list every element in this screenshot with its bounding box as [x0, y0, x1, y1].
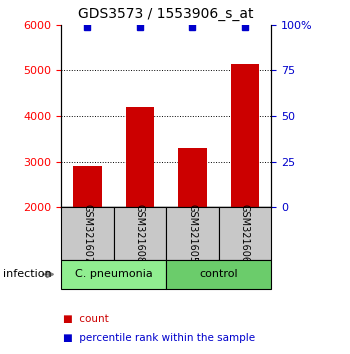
Bar [166, 207, 219, 260]
Bar [178, 148, 207, 207]
Text: GSM321607: GSM321607 [83, 204, 92, 263]
Bar [231, 63, 259, 207]
Text: GSM321606: GSM321606 [240, 204, 250, 263]
Title: GDS3573 / 1553906_s_at: GDS3573 / 1553906_s_at [78, 7, 254, 21]
Bar [219, 207, 271, 260]
Bar [114, 207, 166, 260]
Text: ■  percentile rank within the sample: ■ percentile rank within the sample [63, 333, 255, 343]
Bar [61, 207, 114, 260]
Text: GSM321608: GSM321608 [135, 204, 145, 263]
Bar [166, 260, 271, 289]
Bar [126, 107, 154, 207]
Text: control: control [199, 269, 238, 279]
Text: GSM321605: GSM321605 [188, 204, 197, 263]
Text: infection: infection [4, 269, 52, 279]
Text: ■  count: ■ count [63, 314, 109, 324]
Bar [73, 166, 102, 207]
Bar [61, 260, 166, 289]
Text: C. pneumonia: C. pneumonia [75, 269, 153, 279]
